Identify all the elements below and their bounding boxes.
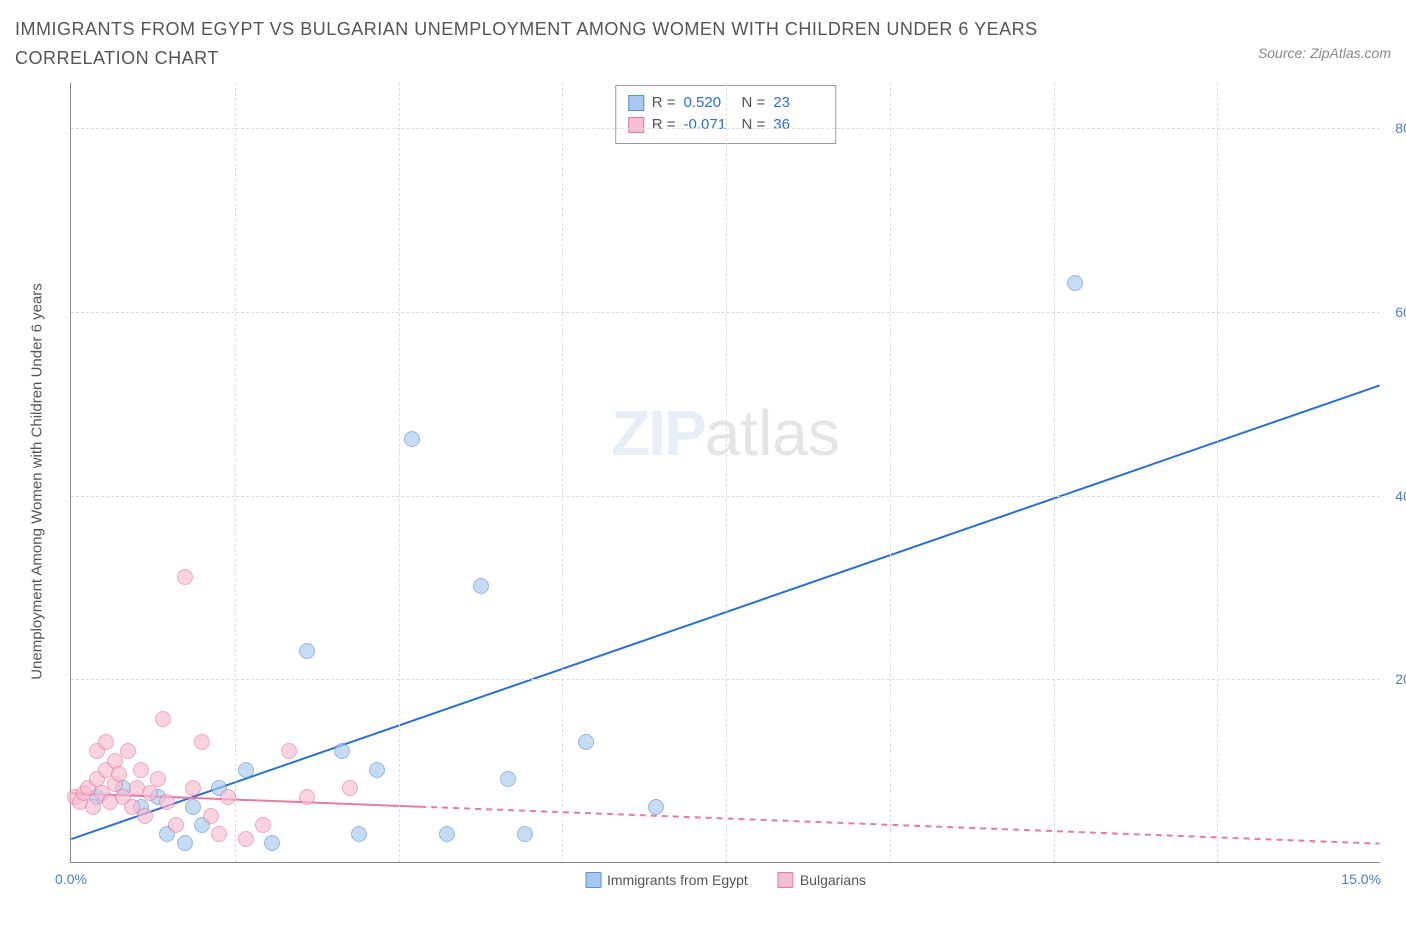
data-point — [120, 743, 136, 759]
source-attribution: Source: ZipAtlas.com — [1258, 45, 1391, 61]
legend-swatch — [778, 872, 794, 888]
watermark-atlas: atlas — [705, 397, 840, 469]
data-point — [150, 771, 166, 787]
data-point — [185, 799, 201, 815]
y-tick-label: 40.0% — [1395, 488, 1406, 504]
n-label: N = — [742, 114, 766, 137]
data-point — [351, 826, 367, 842]
y-tick-label: 80.0% — [1395, 120, 1406, 136]
data-point — [85, 799, 101, 815]
n-label: N = — [742, 92, 766, 115]
y-axis-label: Unemployment Among Women with Children U… — [29, 283, 46, 680]
data-point — [238, 762, 254, 778]
data-point — [500, 771, 516, 787]
r-label: R = — [652, 114, 676, 137]
correlation-chart: IMMIGRANTS FROM EGYPT VS BULGARIAN UNEMP… — [15, 15, 1391, 893]
legend: Immigrants from Egypt Bulgarians — [585, 872, 866, 888]
series-swatch — [628, 95, 644, 111]
data-point — [177, 569, 193, 585]
data-point — [98, 734, 114, 750]
gridline-v — [1217, 83, 1218, 862]
data-point — [404, 431, 420, 447]
data-point — [517, 826, 533, 842]
gridline-v — [235, 83, 236, 862]
plot-area: ZIPatlas R =0.520N =23R =-0.071N =36 Imm… — [70, 83, 1380, 863]
legend-item: Bulgarians — [778, 872, 866, 888]
legend-swatch — [585, 872, 601, 888]
data-point — [473, 578, 489, 594]
data-point — [299, 789, 315, 805]
gridline-v — [726, 83, 727, 862]
y-tick-label: 60.0% — [1395, 304, 1406, 320]
data-point — [155, 711, 171, 727]
data-point — [238, 831, 254, 847]
data-point — [133, 762, 149, 778]
data-point — [369, 762, 385, 778]
data-point — [578, 734, 594, 750]
data-point — [281, 743, 297, 759]
gridline-v — [1054, 83, 1055, 862]
y-tick-label: 20.0% — [1395, 671, 1406, 687]
legend-label: Bulgarians — [800, 872, 866, 888]
series-swatch — [628, 117, 644, 133]
data-point — [111, 766, 127, 782]
title-row: IMMIGRANTS FROM EGYPT VS BULGARIAN UNEMP… — [15, 15, 1391, 73]
data-point — [648, 799, 664, 815]
n-value: 23 — [773, 92, 823, 115]
data-point — [1067, 275, 1083, 291]
x-tick-label: 0.0% — [55, 871, 87, 887]
data-point — [342, 780, 358, 796]
data-point — [439, 826, 455, 842]
data-point — [194, 734, 210, 750]
data-point — [185, 780, 201, 796]
r-label: R = — [652, 92, 676, 115]
legend-item: Immigrants from Egypt — [585, 872, 748, 888]
n-value: 36 — [773, 114, 823, 137]
chart-area: Unemployment Among Women with Children U… — [15, 83, 1391, 893]
chart-title: IMMIGRANTS FROM EGYPT VS BULGARIAN UNEMP… — [15, 15, 1115, 73]
data-point — [142, 785, 158, 801]
gridline-v — [890, 83, 891, 862]
data-point — [211, 826, 227, 842]
data-point — [255, 817, 271, 833]
data-point — [177, 835, 193, 851]
data-point — [159, 794, 175, 810]
x-tick-label: 15.0% — [1341, 871, 1381, 887]
gridline-v — [399, 83, 400, 862]
data-point — [334, 743, 350, 759]
data-point — [203, 808, 219, 824]
data-point — [299, 643, 315, 659]
gridline-v — [562, 83, 563, 862]
data-point — [220, 789, 236, 805]
data-point — [264, 835, 280, 851]
watermark-zip: ZIP — [611, 397, 705, 469]
legend-label: Immigrants from Egypt — [607, 872, 748, 888]
data-point — [168, 817, 184, 833]
data-point — [137, 808, 153, 824]
